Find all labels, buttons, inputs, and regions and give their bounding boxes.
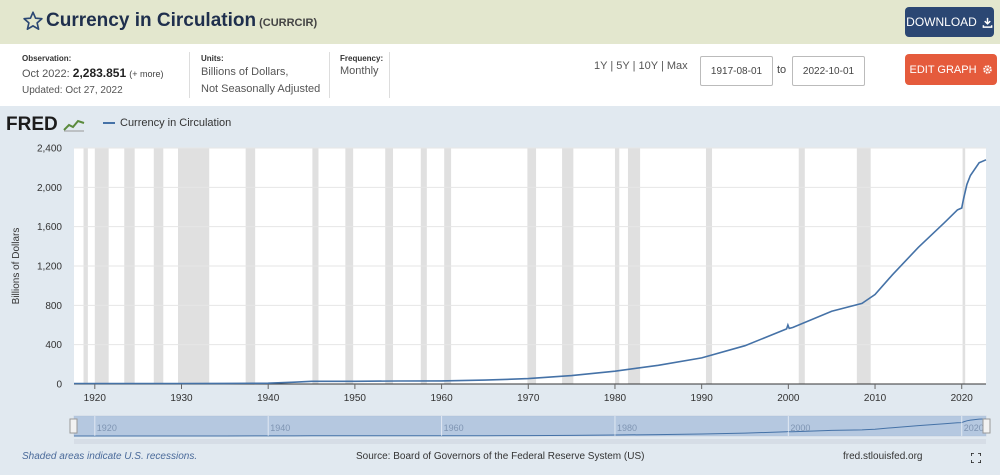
x-tick-label: 2020	[951, 393, 974, 404]
x-tick-label: 1980	[604, 393, 627, 404]
x-tick-label: 1990	[691, 393, 714, 404]
frequency-block: Frequency: Monthly	[340, 54, 383, 77]
fred-logo-text: FRED	[6, 114, 58, 135]
source-note: Source: Board of Governors of the Federa…	[356, 451, 645, 462]
navigator-left-handle[interactable]	[69, 418, 78, 434]
x-tick-label: 1920	[84, 393, 107, 404]
navigator-ticks: 1920 1940 1960 1980 2000 2020	[94, 416, 984, 436]
navigator-tick-label: 1940	[270, 423, 290, 433]
page-title: Currency in Circulation (CURRCIR)	[46, 10, 317, 32]
range-10y[interactable]: 10Y	[638, 60, 658, 72]
range-5y[interactable]: 5Y	[616, 60, 630, 72]
download-label: DOWNLOAD	[906, 15, 977, 29]
observation-value: 2,283.851	[72, 66, 127, 80]
y-tick-label: 2,000	[37, 183, 62, 194]
x-axis-ticks: 1920 1930 1940 1950 1960 1970 1980 1990 2000 2010…	[84, 384, 974, 404]
legend-label: Currency in Circulation	[120, 117, 232, 129]
range-selector: 1Y | 5Y | 10Y | Max	[594, 60, 688, 72]
series-title: Currency in Circulation	[46, 10, 257, 31]
observation-block: Observation: Oct 2022: 2,283.851 (+ more…	[22, 54, 163, 96]
units-block: Units: Billions of Dollars, Not Seasonal…	[201, 54, 320, 97]
divider	[389, 52, 390, 98]
divider	[329, 52, 330, 98]
fred-logo-graph-icon	[63, 119, 85, 132]
observation-label: Observation:	[22, 54, 72, 63]
navigator-right-handle[interactable]	[982, 418, 991, 434]
download-icon	[982, 17, 993, 28]
x-tick-label: 1940	[257, 393, 280, 404]
observation-date: Oct 2022:	[22, 68, 70, 80]
y-tick-label: 1,200	[37, 262, 62, 273]
range-separator: |	[610, 60, 614, 72]
info-bar: Observation: Oct 2022: 2,283.851 (+ more…	[0, 44, 1000, 106]
navigator-tick-label: 1960	[444, 423, 464, 433]
chart-svg: 0 400 800 1,200 1,600 2,000 2,400 1920 1930 1940…	[11, 144, 991, 444]
series-code: (CURRCIR)	[259, 17, 318, 29]
frequency-value: Monthly	[340, 65, 379, 77]
edit-graph-label: EDIT GRAPH	[909, 63, 977, 76]
site-link[interactable]: fred.stlouisfed.org	[843, 451, 923, 462]
chart-legend: Currency in Circulation	[103, 117, 231, 129]
observation-value-line: Oct 2022: 2,283.851 (+ more)	[22, 66, 163, 80]
y-tick-label: 2,400	[37, 144, 62, 155]
y-axis-label: Billions of Dollars	[11, 228, 22, 305]
to-label: to	[777, 64, 787, 76]
navigator-tick-label: 1980	[617, 423, 637, 433]
units-line-2: Not Seasonally Adjusted	[201, 83, 321, 95]
units-label: Units:	[201, 54, 224, 63]
navigator-series-line	[74, 418, 987, 437]
navigator-tick-label: 2000	[790, 423, 810, 433]
star-icon[interactable]	[22, 10, 44, 32]
gear-icon	[982, 65, 992, 74]
divider	[189, 52, 190, 98]
units-line-1: Billions of Dollars,	[201, 66, 289, 78]
navigator-selection[interactable]	[74, 416, 986, 436]
navigator-tick-label: 1920	[97, 423, 117, 433]
x-tick-label: 1970	[517, 393, 540, 404]
download-button[interactable]: DOWNLOAD	[905, 7, 994, 37]
series-line-currency-in-circulation	[74, 159, 987, 385]
frequency-label: Frequency:	[340, 54, 384, 63]
fred-logo: FRED	[6, 114, 85, 136]
edit-graph-button[interactable]: EDIT GRAPH	[905, 54, 997, 85]
legend-swatch	[103, 122, 115, 124]
updated-date: Updated: Oct 27, 2022	[22, 85, 123, 96]
y-tick-label: 400	[45, 340, 62, 351]
range-separator: |	[632, 60, 636, 72]
x-tick-label: 1950	[344, 393, 367, 404]
range-separator: |	[660, 60, 664, 72]
fullscreen-icon[interactable]	[971, 453, 981, 463]
range-1y[interactable]: 1Y	[594, 60, 608, 72]
start-date-input[interactable]: 1917-08-01	[700, 56, 773, 86]
navigator-scrollbar[interactable]	[74, 439, 986, 444]
recession-note: Shaded areas indicate U.S. recessions.	[22, 451, 198, 462]
y-tick-label: 800	[45, 301, 62, 312]
observation-more-link[interactable]: (+ more)	[129, 69, 164, 79]
x-tick-label: 2000	[777, 393, 800, 404]
end-date-input[interactable]: 2022-10-01	[792, 56, 865, 86]
range-navigator[interactable]: 1920 1940 1960 1980 2000 2020	[69, 415, 991, 444]
title-bar: Currency in Circulation (CURRCIR) DOWNLOA…	[0, 0, 1000, 44]
x-tick-label: 2010	[864, 393, 887, 404]
y-tick-label: 1,600	[37, 222, 62, 233]
x-tick-label: 1930	[170, 393, 193, 404]
navigator-tick-label: 2020	[964, 423, 984, 433]
y-axis-ticks: 0 400 800 1,200 1,600 2,000 2,400	[37, 144, 62, 391]
y-tick-label: 0	[56, 380, 62, 391]
x-tick-label: 1960	[430, 393, 453, 404]
range-max[interactable]: Max	[666, 60, 688, 72]
